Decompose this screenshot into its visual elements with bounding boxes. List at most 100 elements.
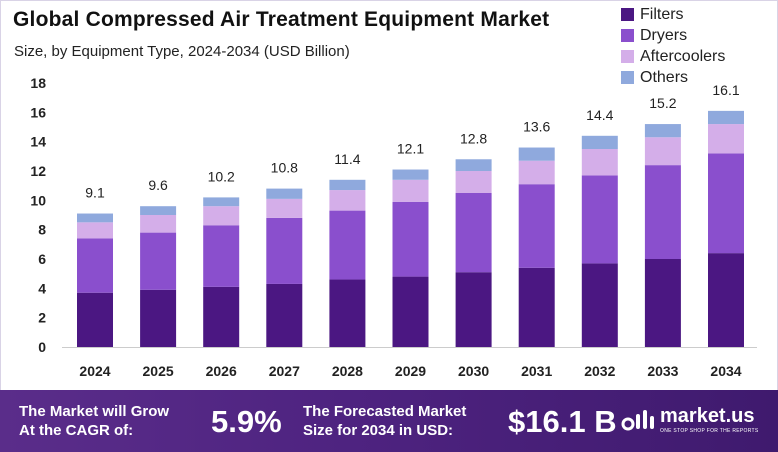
y-tick-label: 12	[30, 163, 46, 179]
forecast-label-line1: The Forecasted Market	[303, 403, 467, 420]
x-tick-label: 2033	[647, 363, 678, 379]
bar-segment-dryers	[581, 175, 618, 264]
cagr-label: The Market will Grow At the CAGR of:	[19, 402, 169, 440]
bar-total-label: 11.4	[334, 151, 360, 167]
legend-swatch-filters	[621, 8, 634, 21]
chart-subtitle: Size, by Equipment Type, 2024-2034 (USD …	[14, 43, 350, 60]
cagr-label-line2: At the CAGR of:	[19, 422, 134, 439]
bar-total-label: 10.8	[271, 160, 298, 176]
x-tick-label: 2034	[710, 363, 741, 379]
footer-banner: The Market will Grow At the CAGR of: 5.9…	[0, 390, 778, 452]
brand-tagline: ONE STOP SHOP FOR THE REPORTS	[660, 428, 759, 434]
legend-swatch-aftercoolers	[621, 50, 634, 63]
legend-swatch-dryers	[621, 29, 634, 42]
bar-segment-others	[455, 159, 492, 171]
y-tick-label: 14	[30, 134, 46, 150]
forecast-label: The Forecasted Market Size for 2034 in U…	[303, 402, 466, 440]
market-us-logo-icon	[621, 410, 654, 431]
bar-segment-aftercoolers	[329, 190, 366, 211]
bar-segment-aftercoolers	[518, 160, 555, 185]
cagr-label-line1: The Market will Grow	[19, 403, 170, 420]
legend-item-aftercoolers: Aftercoolers	[621, 46, 725, 67]
bar-segment-filters	[392, 276, 429, 347]
bar-total-label: 14.4	[586, 107, 613, 123]
x-tick-label: 2029	[395, 363, 426, 379]
cagr-value: 5.9%	[211, 404, 282, 439]
bar-segment-aftercoolers	[203, 206, 240, 226]
chart-legend: Filters Dryers Aftercoolers Others	[621, 4, 725, 88]
legend-label-aftercoolers: Aftercoolers	[640, 47, 726, 65]
bar-segment-dryers	[203, 225, 240, 287]
stacked-bar-chart: 0 2 4 6 8 10 12 14 16 18 9.1 2024 9.6 2025 10.2 2026 10.…	[30, 75, 757, 379]
bar-segment-dryers	[644, 165, 681, 259]
bar-segment-others	[266, 188, 303, 199]
bar-segment-others	[518, 147, 555, 161]
bar-segment-aftercoolers	[708, 124, 744, 154]
bar-segment-dryers	[455, 193, 492, 273]
bar-segment-aftercoolers	[392, 179, 429, 202]
bar-segment-filters	[329, 279, 366, 347]
bar-segment-others	[644, 124, 681, 138]
bar-segment-dryers	[708, 153, 744, 254]
bar-segment-filters	[455, 272, 492, 347]
x-tick-label: 2028	[332, 363, 363, 379]
bar-total-label: 13.6	[523, 119, 550, 135]
bar-segment-dryers	[140, 232, 177, 290]
x-tick-label: 2026	[206, 363, 237, 379]
bar-segment-filters	[203, 286, 240, 347]
bar-segment-others	[203, 197, 240, 207]
bar-total-label: 9.6	[148, 177, 168, 193]
bar-total-label: 12.1	[397, 141, 424, 157]
y-tick-label: 16	[30, 104, 46, 120]
bar-segment-filters	[266, 283, 303, 347]
brand-name: market.us	[660, 405, 755, 427]
bar-segment-aftercoolers	[455, 171, 492, 193]
chart-title: Global Compressed Air Treatment Equipmen…	[13, 8, 550, 31]
legend-swatch-others	[621, 71, 634, 84]
x-tick-label: 2027	[269, 363, 300, 379]
bar-total-label: 15.2	[649, 95, 676, 111]
x-tick-label: 2025	[143, 363, 174, 379]
legend-label-others: Others	[640, 68, 689, 86]
y-tick-label: 18	[30, 75, 46, 91]
bar-segment-others	[581, 135, 618, 149]
bar-segment-others	[708, 110, 744, 125]
bar-total-label: 16.1	[712, 82, 739, 98]
y-tick-label: 4	[38, 280, 46, 296]
bar-segment-aftercoolers	[266, 198, 303, 218]
bar-total-label: 12.8	[460, 130, 487, 146]
brand-logo: market.us ONE STOP SHOP FOR THE REPORTS	[620, 403, 770, 443]
bar-segment-filters	[708, 253, 744, 347]
bar-segment-filters	[77, 292, 113, 347]
x-tick-label: 2030	[458, 363, 489, 379]
bar-segment-others	[140, 206, 177, 215]
y-tick-label: 0	[38, 339, 46, 355]
x-tick-label: 2032	[584, 363, 615, 379]
bar-segment-dryers	[266, 217, 303, 284]
legend-item-others: Others	[621, 67, 725, 88]
bar-segment-aftercoolers	[140, 215, 177, 233]
bar-total-label: 10.2	[208, 168, 235, 184]
bar-segment-others	[329, 179, 366, 191]
bar-segment-others	[77, 213, 113, 223]
bar-segment-dryers	[518, 184, 555, 268]
forecast-value: $16.1 B	[508, 404, 617, 439]
bar-segment-filters	[140, 289, 177, 347]
bar-segment-aftercoolers	[581, 149, 618, 176]
legend-item-filters: Filters	[621, 4, 725, 25]
bar-total-label: 9.1	[85, 185, 105, 201]
legend-item-dryers: Dryers	[621, 25, 725, 46]
y-tick-label: 8	[38, 222, 46, 238]
bar-segment-filters	[518, 267, 555, 347]
bar-segment-others	[392, 169, 429, 180]
bar-segment-aftercoolers	[77, 222, 113, 239]
bar-segment-filters	[581, 263, 618, 347]
x-tick-label: 2031	[521, 363, 552, 379]
bar-segment-dryers	[329, 210, 366, 280]
bar-segment-dryers	[392, 201, 429, 277]
x-tick-label: 2024	[79, 363, 110, 379]
bar-segment-dryers	[77, 238, 113, 293]
y-tick-label: 10	[30, 192, 46, 208]
y-tick-label: 2	[38, 310, 46, 326]
forecast-label-line2: Size for 2034 in USD:	[303, 422, 454, 439]
